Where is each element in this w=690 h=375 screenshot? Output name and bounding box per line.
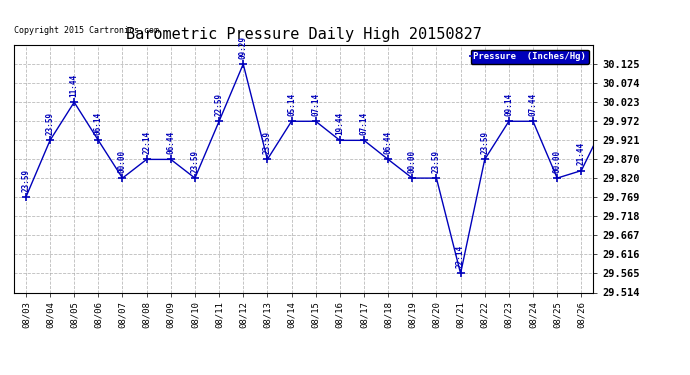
Pressure  (Inches/Hg) xyxy=(408,176,416,180)
Pressure  (Inches/Hg) xyxy=(432,176,440,180)
Pressure  (Inches/Hg) xyxy=(264,157,272,162)
Pressure  (Inches/Hg) xyxy=(311,119,319,123)
Text: 06:44: 06:44 xyxy=(384,131,393,154)
Pressure  (Inches/Hg) xyxy=(457,271,465,276)
Pressure  (Inches/Hg) xyxy=(480,157,489,162)
Pressure  (Inches/Hg) xyxy=(360,138,368,142)
Text: 23:59: 23:59 xyxy=(21,168,30,192)
Text: 00:00: 00:00 xyxy=(118,149,127,172)
Text: 11:44: 11:44 xyxy=(70,74,79,97)
Pressure  (Inches/Hg) xyxy=(625,81,633,86)
Text: 23:59: 23:59 xyxy=(480,131,489,154)
Pressure  (Inches/Hg) xyxy=(215,119,224,123)
Text: 22:29: 22:29 xyxy=(0,374,1,375)
Text: 05:14: 05:14 xyxy=(287,93,296,116)
Pressure  (Inches/Hg) xyxy=(94,138,102,142)
Text: 22:59: 22:59 xyxy=(215,93,224,116)
Text: 00:00: 00:00 xyxy=(553,149,562,172)
Pressure  (Inches/Hg) xyxy=(46,138,54,142)
Text: 09:14: 09:14 xyxy=(504,93,513,116)
Pressure  (Inches/Hg) xyxy=(190,176,199,180)
Pressure  (Inches/Hg) xyxy=(529,119,537,123)
Text: 23:59: 23:59 xyxy=(263,131,272,154)
Pressure  (Inches/Hg) xyxy=(384,157,392,162)
Text: 00:00: 00:00 xyxy=(408,149,417,172)
Pressure  (Inches/Hg) xyxy=(601,119,609,123)
Text: 06:44: 06:44 xyxy=(166,131,175,154)
Pressure  (Inches/Hg) xyxy=(287,119,295,123)
Text: 23:59: 23:59 xyxy=(190,149,199,172)
Text: 19:44: 19:44 xyxy=(335,112,344,135)
Text: 22:14: 22:14 xyxy=(142,131,151,154)
Pressure  (Inches/Hg) xyxy=(577,168,585,173)
Pressure  (Inches/Hg) xyxy=(70,100,79,105)
Text: 23:59: 23:59 xyxy=(432,149,441,172)
Text: 21:29: 21:29 xyxy=(0,374,1,375)
Text: 07:14: 07:14 xyxy=(359,112,368,135)
Pressure  (Inches/Hg) xyxy=(335,138,344,142)
Text: 22:14: 22:14 xyxy=(456,245,465,268)
Pressure  (Inches/Hg) xyxy=(142,157,150,162)
Text: 07:14: 07:14 xyxy=(311,93,320,116)
Pressure  (Inches/Hg) xyxy=(505,119,513,123)
Pressure  (Inches/Hg) xyxy=(119,176,127,180)
Text: 23:59: 23:59 xyxy=(46,112,55,135)
Text: Copyright 2015 Cartronics.com: Copyright 2015 Cartronics.com xyxy=(14,26,159,35)
Text: 09:29: 09:29 xyxy=(239,35,248,58)
Line: Pressure  (Inches/Hg): Pressure (Inches/Hg) xyxy=(21,60,634,278)
Text: 07:44: 07:44 xyxy=(529,93,538,116)
Title: Barometric Pressure Daily High 20150827: Barometric Pressure Daily High 20150827 xyxy=(126,27,482,42)
Pressure  (Inches/Hg) xyxy=(239,62,247,66)
Text: 21:44: 21:44 xyxy=(577,142,586,165)
Pressure  (Inches/Hg) xyxy=(553,176,562,180)
Text: 06:14: 06:14 xyxy=(94,112,103,135)
Pressure  (Inches/Hg) xyxy=(22,195,30,200)
Pressure  (Inches/Hg) xyxy=(166,157,175,162)
Legend: Pressure  (Inches/Hg): Pressure (Inches/Hg) xyxy=(471,50,589,64)
